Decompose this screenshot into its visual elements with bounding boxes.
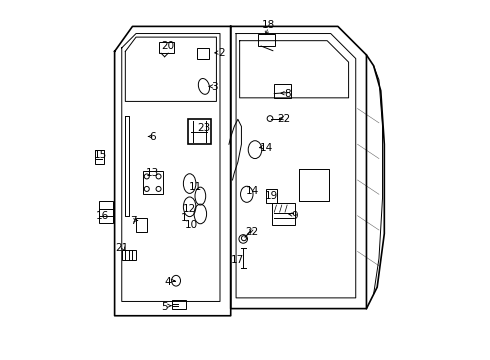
Text: 22: 22 — [278, 114, 291, 124]
Text: 23: 23 — [197, 123, 211, 133]
Bar — [98, 202, 113, 223]
Text: 18: 18 — [262, 19, 275, 30]
Bar — [272, 203, 295, 225]
Text: 10: 10 — [185, 220, 198, 230]
Text: 15: 15 — [94, 150, 107, 160]
Text: 17: 17 — [231, 255, 245, 265]
Text: 21: 21 — [115, 243, 128, 253]
Bar — [95, 150, 104, 164]
Text: 14: 14 — [260, 143, 273, 153]
Text: 19: 19 — [265, 191, 278, 201]
Bar — [273, 84, 292, 98]
Text: 8: 8 — [285, 89, 291, 99]
Text: 2: 2 — [219, 48, 225, 58]
Text: 3: 3 — [211, 82, 218, 92]
Bar — [258, 33, 275, 46]
Text: 14: 14 — [245, 186, 259, 196]
Bar — [172, 300, 186, 309]
Bar — [188, 119, 211, 144]
Bar — [136, 217, 147, 232]
Text: 9: 9 — [292, 211, 298, 221]
Bar — [122, 249, 136, 260]
Bar — [197, 48, 209, 59]
Text: 5: 5 — [161, 302, 168, 312]
Text: 13: 13 — [146, 168, 159, 178]
Bar — [143, 171, 163, 194]
Text: 7: 7 — [130, 216, 137, 226]
Text: 1: 1 — [181, 212, 188, 222]
Text: 16: 16 — [96, 211, 109, 221]
Bar — [266, 189, 277, 203]
Bar — [159, 42, 173, 53]
Text: 6: 6 — [149, 132, 155, 142]
Text: 20: 20 — [162, 41, 175, 51]
Text: 22: 22 — [245, 227, 259, 237]
Text: 12: 12 — [183, 203, 196, 213]
Text: 11: 11 — [188, 182, 201, 192]
Text: 4: 4 — [165, 277, 172, 287]
